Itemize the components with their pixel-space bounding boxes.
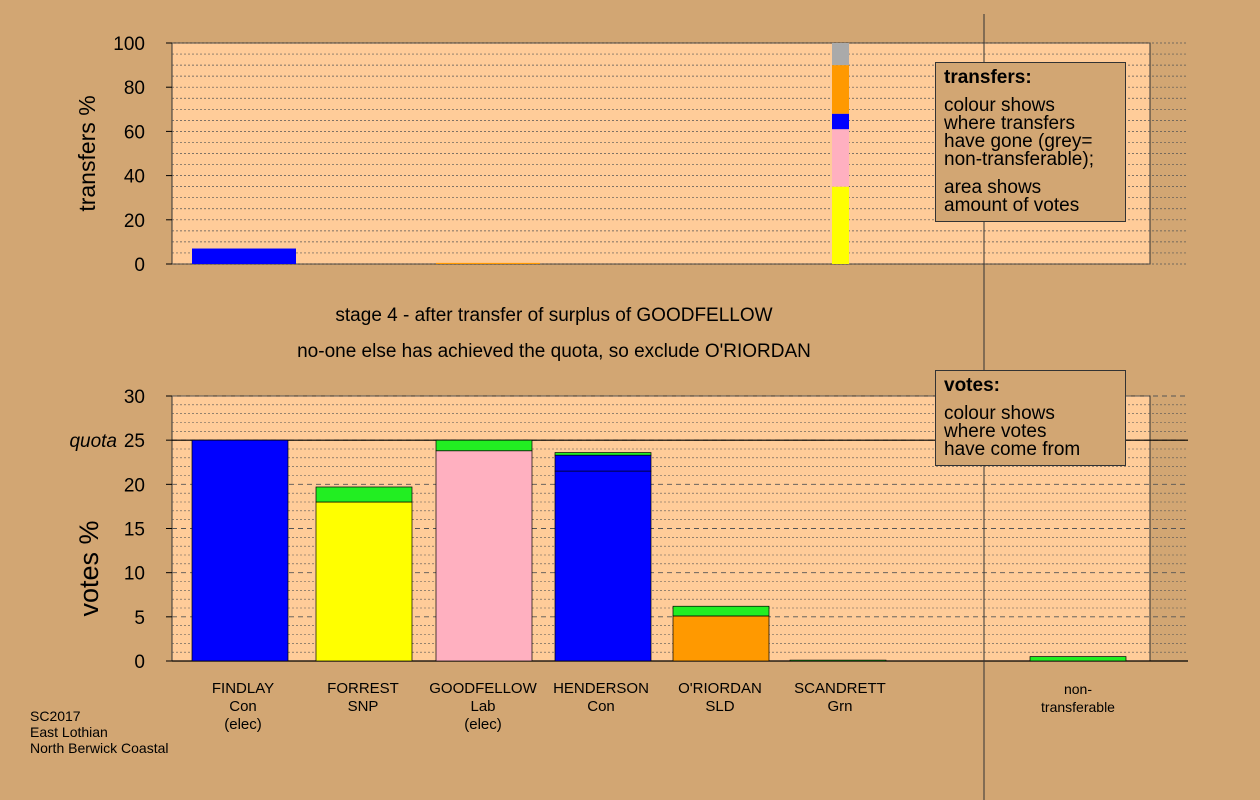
transfers-y-tick-label: 20 — [124, 211, 145, 232]
votes-y-tick-label: 20 — [124, 475, 145, 496]
transfer-bar-segment — [832, 43, 849, 66]
transfers-y-axis-label: transfers % — [74, 95, 100, 211]
candidate-name: FINDLAY — [211, 680, 275, 697]
footer-ward: North Berwick Coastal — [30, 740, 169, 756]
candidate-label-oriordan: O'RIORDAN SLD — [655, 680, 785, 716]
vote-bar-segment — [554, 452, 652, 456]
candidate-label-non-transferable: non- transferable — [1013, 680, 1143, 716]
transfer-bar-segment — [832, 186, 849, 264]
stage-title: stage 4 - after transfer of surplus of G… — [335, 305, 773, 326]
candidate-label-findlay: FINDLAY Con (elec) — [178, 680, 308, 734]
candidate-party: SLD — [705, 698, 735, 715]
transfers-legend-line: amount of votes — [944, 195, 1080, 216]
votes-legend-line: have come from — [944, 439, 1081, 460]
candidate-party: Lab — [470, 698, 496, 715]
votes-legend-line: colour shows — [944, 403, 1055, 424]
votes-y-tick-label: 30 — [124, 387, 145, 408]
constituency-footer: SC2017 East Lothian North Berwick Coasta… — [30, 708, 169, 756]
transfer-bar-segment — [832, 129, 849, 187]
transfer-bar-segment — [832, 65, 849, 114]
vote-bar-segment — [315, 486, 413, 503]
votes-legend-heading: votes: — [944, 375, 1000, 396]
vote-bar-segment — [672, 605, 770, 617]
transfers-legend-line: have gone (grey= — [944, 131, 1093, 152]
transfers-legend-line: area shows — [944, 177, 1042, 198]
transfers-y-tick-label: 40 — [124, 167, 145, 188]
vote-bar-segment — [435, 450, 533, 662]
candidate-party: transferable — [1041, 699, 1115, 715]
vote-bar-segment — [554, 454, 652, 472]
votes-y-tick-label: 15 — [124, 520, 145, 541]
votes-legend: votes: colour shows where votes have com… — [935, 370, 1126, 466]
candidate-label-goodfellow: GOODFELLOW Lab (elec) — [418, 680, 548, 734]
transfers-y-tick-label: 100 — [113, 34, 145, 55]
quota-label: quota — [69, 431, 117, 452]
candidate-name: non- — [1063, 681, 1093, 697]
vote-bar-segment — [191, 439, 289, 662]
transfers-legend-line: non-transferable); — [944, 149, 1094, 170]
candidate-name: FORREST — [327, 680, 399, 697]
transfers-legend-heading: transfers: — [944, 67, 1032, 88]
vote-bar-segment — [1029, 656, 1127, 662]
vote-bar-segment — [435, 439, 533, 452]
vote-bar-segment — [315, 501, 413, 662]
candidate-party: Con — [587, 698, 615, 715]
votes-legend-line: where votes — [944, 421, 1047, 442]
transfers-y-tick-label: 80 — [124, 78, 145, 99]
candidate-status: (elec) — [224, 716, 262, 733]
candidate-party: Con — [229, 698, 257, 715]
transfers-y-tick-label: 0 — [134, 255, 145, 276]
candidate-party: SNP — [347, 698, 379, 715]
candidate-name: SCANDRETT — [794, 680, 886, 697]
candidate-party: Grn — [827, 698, 853, 715]
candidate-name: GOODFELLOW — [429, 680, 537, 697]
candidate-status: (elec) — [464, 716, 502, 733]
stage-subtitle: no-one else has achieved the quota, so e… — [297, 341, 811, 362]
transfer-bar-segment — [192, 248, 296, 264]
candidate-name: O'RIORDAN — [678, 680, 762, 697]
vote-bar-segment — [554, 470, 652, 662]
transfers-legend-line: colour shows — [944, 95, 1055, 116]
candidate-label-scandrett: SCANDRETT Grn — [775, 680, 905, 716]
transfer-bar-segment — [436, 262, 540, 264]
votes-y-tick-label: 0 — [134, 652, 145, 673]
votes-y-tick-label: 5 — [134, 608, 145, 629]
votes-y-axis-label: votes % — [74, 520, 104, 616]
footer-election: SC2017 — [30, 708, 81, 724]
votes-y-tick-label: 10 — [124, 564, 145, 585]
votes-y-tick-label: 25 — [124, 431, 145, 452]
vote-bar-segment — [789, 659, 887, 662]
candidate-label-henderson: HENDERSON Con — [536, 680, 666, 716]
transfers-legend: transfers: colour shows where transfers … — [935, 62, 1126, 222]
transfers-y-tick-label: 60 — [124, 122, 145, 143]
candidate-name: HENDERSON — [553, 680, 649, 697]
vote-bar-segment — [672, 615, 770, 662]
transfer-bar-segment — [832, 113, 849, 130]
candidate-label-forrest: FORREST SNP — [298, 680, 428, 716]
transfers-legend-line: where transfers — [944, 113, 1075, 134]
footer-council: East Lothian — [30, 724, 108, 740]
